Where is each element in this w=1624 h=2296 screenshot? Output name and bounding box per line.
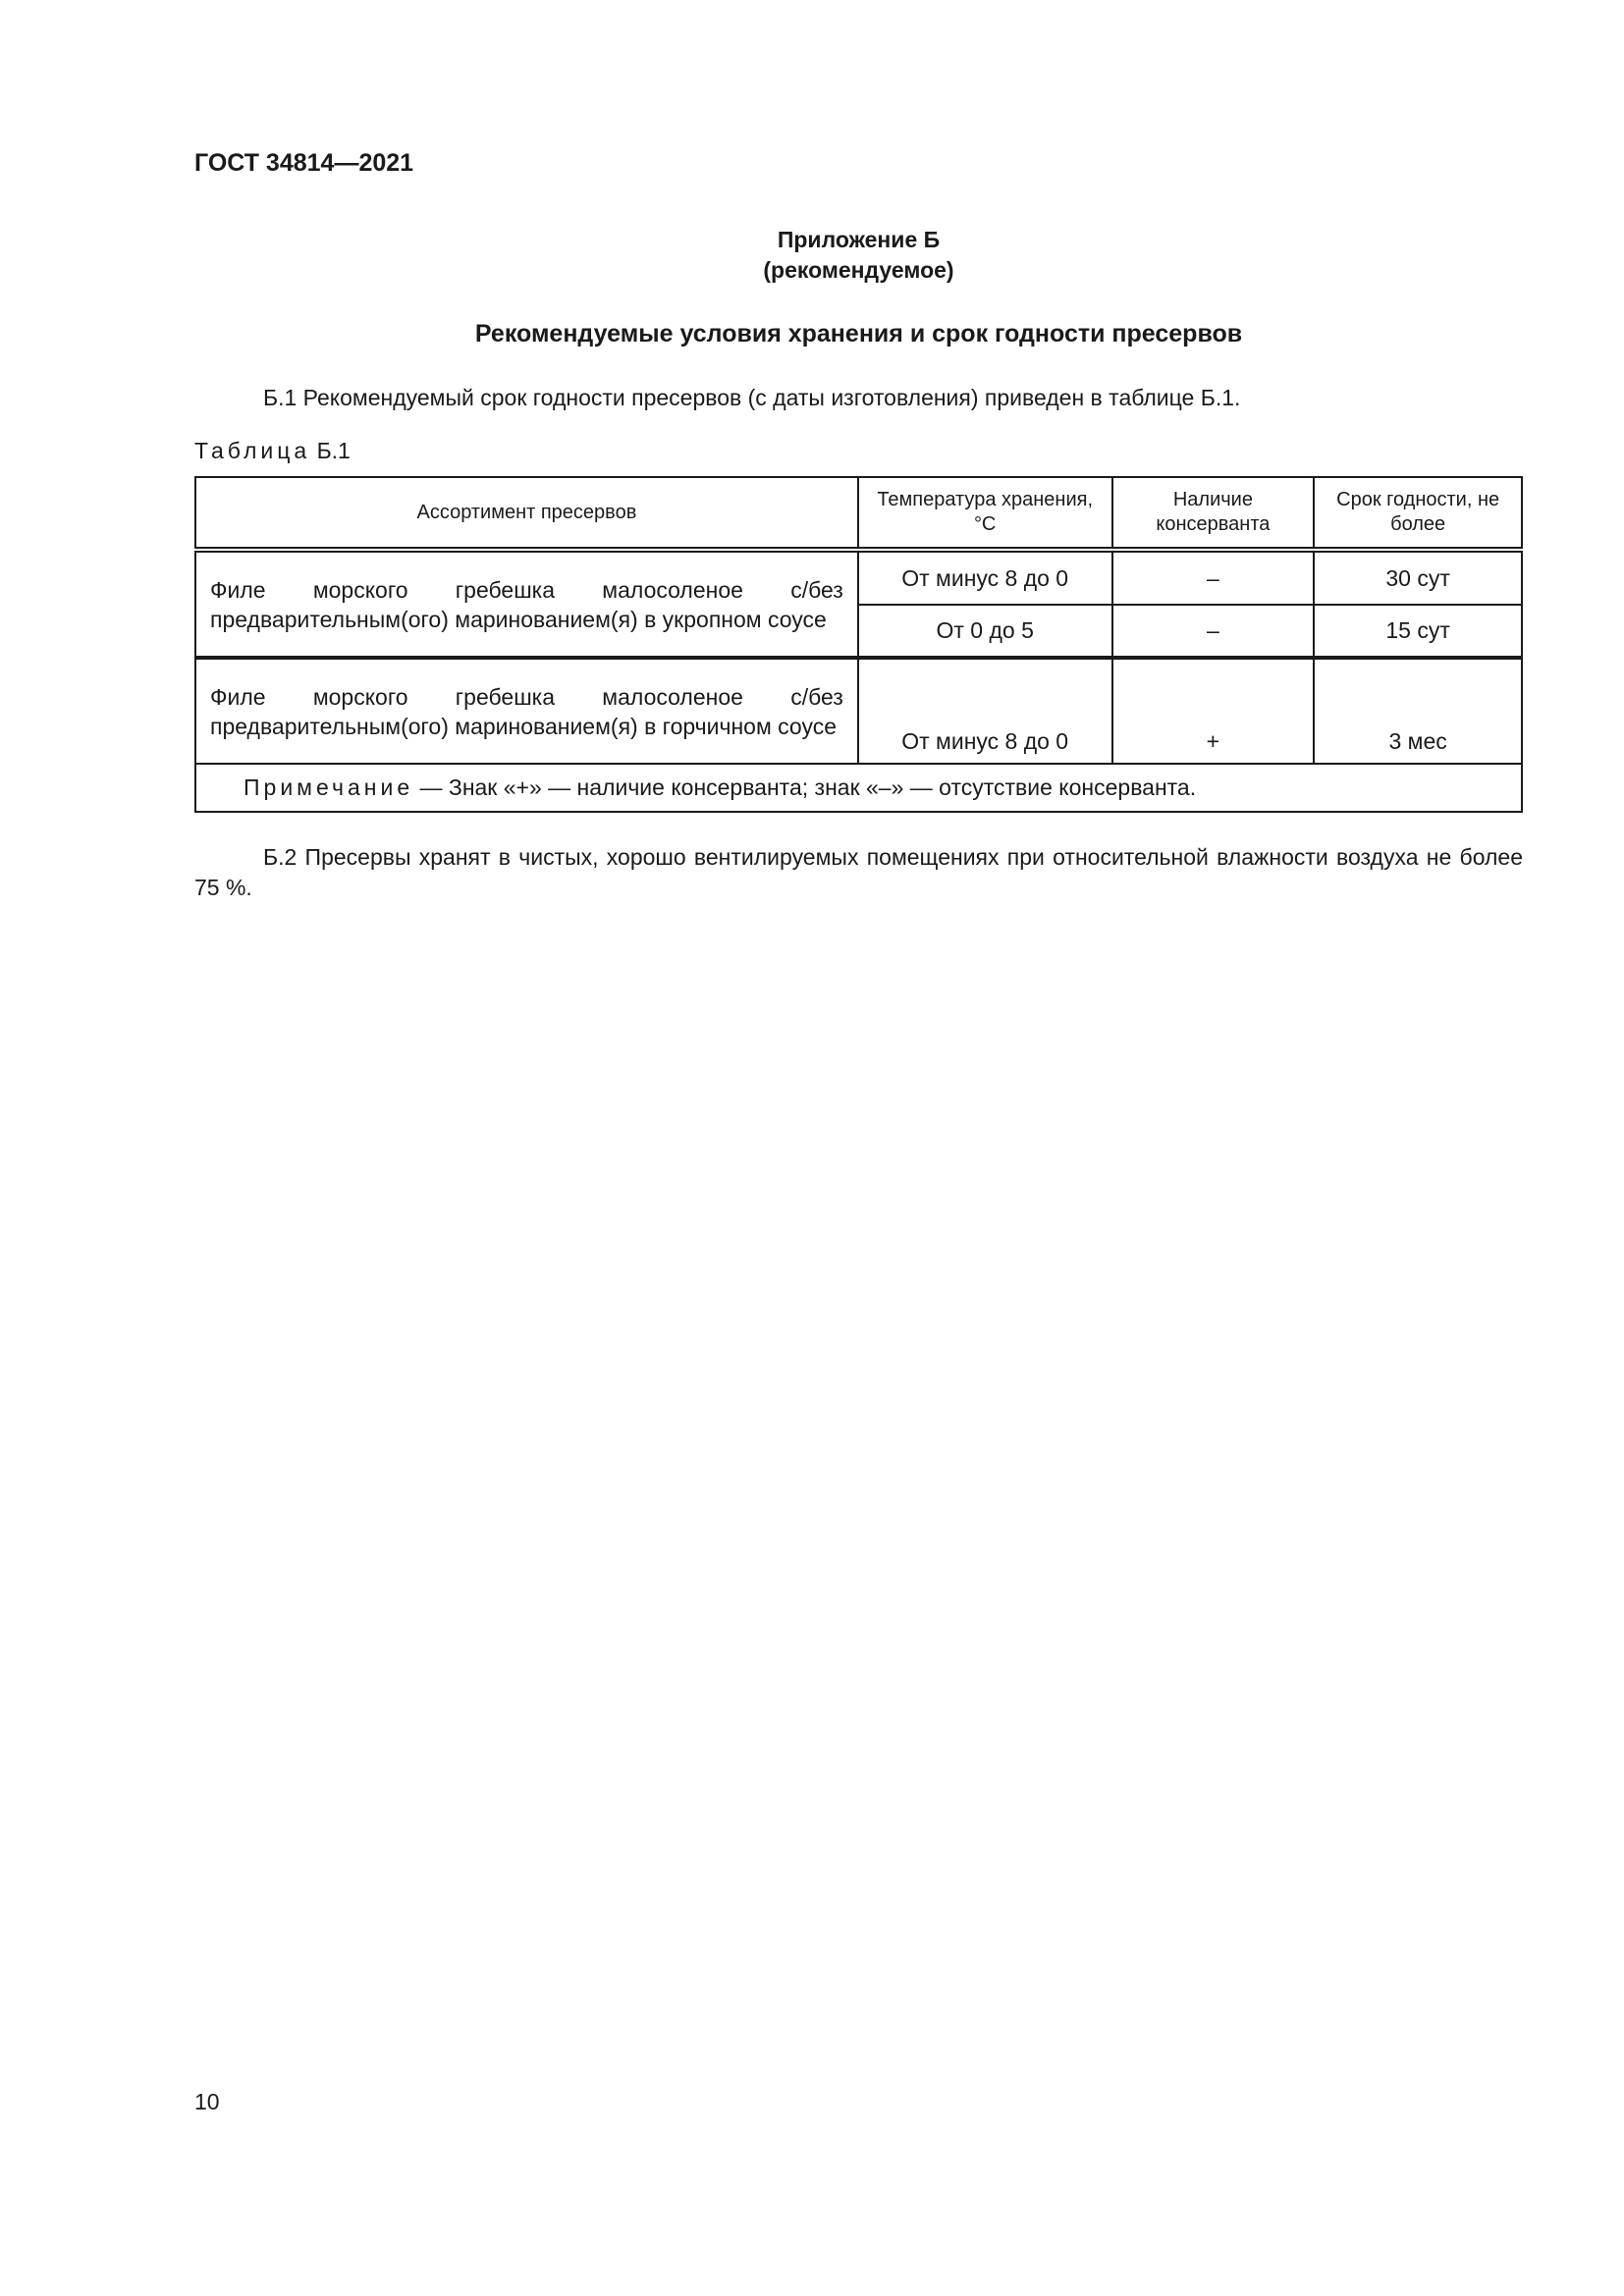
caption-number: Б.1 <box>316 438 351 463</box>
temp-cell: От 0 до 5 <box>856 604 1113 659</box>
preservative-cell: – <box>1110 604 1316 659</box>
table-row: Филе морского гребешка малосоленое с/без… <box>194 549 1523 659</box>
product-cell: Филе морского гребешка малосоленое с/без… <box>194 549 859 659</box>
table-row: От 0 до 5 – 15 сут <box>195 604 1523 659</box>
table-note: Примечание — Знак «+» — наличие консерва… <box>194 763 1523 813</box>
table-note-row: Примечание — Знак «+» — наличие консерва… <box>194 763 1523 813</box>
document-header: ГОСТ 34814—2021 <box>194 149 414 177</box>
caption-word: Таблица <box>194 438 311 463</box>
col-header: Срок годности, не более <box>1313 476 1523 551</box>
appendix-status: (рекомендуемое) <box>763 257 954 283</box>
temp-cell: От минус 8 до 0 <box>856 656 1113 765</box>
col-header: Температура хранения, °С <box>856 476 1113 551</box>
page-number: 10 <box>194 2089 220 2114</box>
appendix-title: Приложение Б <box>777 227 941 252</box>
table-header-row: Ассортимент пресервов Температура хранен… <box>194 476 1523 551</box>
paragraph-b2: Б.2 Пресервы хранят в чистых, хорошо вен… <box>194 844 1523 900</box>
paragraph-b1: Б.1 Рекомендуемый срок годности пресерво… <box>263 385 1241 410</box>
table-caption: Таблица Б.1 <box>194 436 1523 466</box>
table-row: Филе морского гребешка малосоленое с/без… <box>194 656 1523 765</box>
note-label: Примечание <box>244 774 414 800</box>
storage-table: Ассортимент пресервов Температура хранен… <box>194 476 1523 813</box>
preservative-cell: – <box>1110 549 1316 606</box>
preservative-cell: + <box>1110 656 1316 765</box>
shelf-life-cell: 15 сут <box>1313 604 1523 659</box>
product-cell: Филе морского гребешка малосоленое с/без… <box>194 656 859 765</box>
shelf-life-cell: 30 сут <box>1313 549 1523 606</box>
temp-cell: От минус 8 до 0 <box>856 549 1113 606</box>
shelf-life-cell: 3 мес <box>1313 656 1523 765</box>
appendix-heading: Рекомендуемые условия хранения и срок го… <box>474 320 1243 347</box>
col-header: Наличие консерванта <box>1110 476 1316 551</box>
note-text: — Знак «+» — наличие консерванта; знак «… <box>413 774 1197 800</box>
col-header: Ассортимент пресервов <box>194 476 859 551</box>
